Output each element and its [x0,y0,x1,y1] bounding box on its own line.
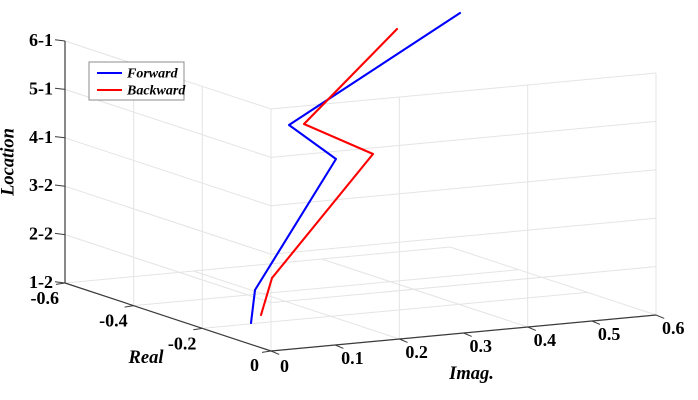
svg-text:0.2: 0.2 [405,342,428,362]
svg-text:0: 0 [280,356,289,376]
svg-text:Location: Location [0,128,19,197]
svg-text:0: 0 [250,355,259,375]
svg-text:-0.6: -0.6 [31,288,60,308]
svg-text:3-2: 3-2 [29,175,53,195]
svg-text:5-1: 5-1 [29,78,53,98]
svg-text:6-1: 6-1 [29,30,53,50]
svg-text:2-2: 2-2 [29,224,53,244]
svg-text:-0.4: -0.4 [99,311,128,331]
svg-text:0.5: 0.5 [598,324,621,344]
svg-text:0.6: 0.6 [662,318,685,338]
svg-text:0.1: 0.1 [341,348,364,368]
svg-text:Real: Real [128,348,165,368]
svg-text:0.3: 0.3 [470,336,493,356]
svg-text:4-1: 4-1 [29,127,53,147]
svg-text:Backward: Backward [126,84,186,99]
svg-text:0.4: 0.4 [534,330,557,350]
svg-text:Forward: Forward [126,67,179,82]
svg-text:Imag.: Imag. [448,364,494,384]
svg-text:-0.2: -0.2 [168,333,197,353]
